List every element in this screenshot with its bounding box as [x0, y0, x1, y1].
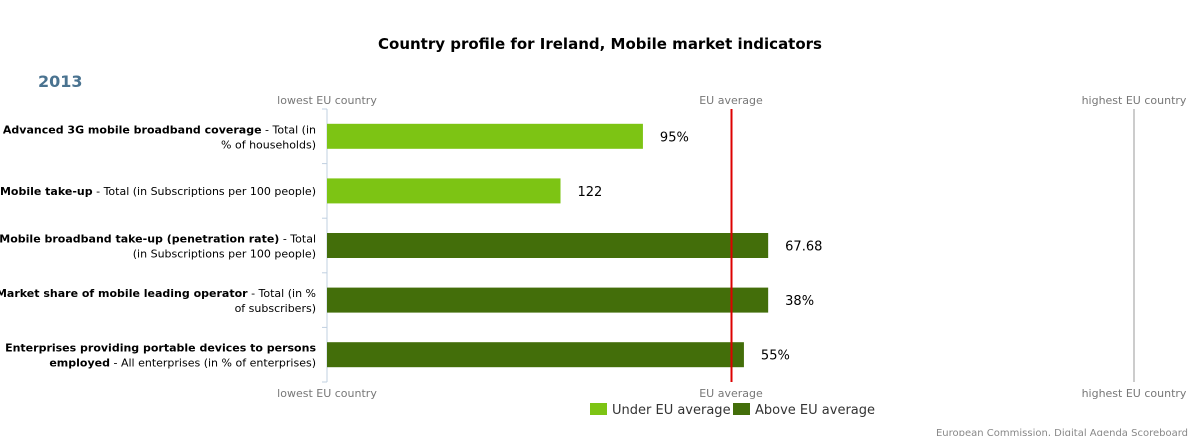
bar — [327, 123, 643, 149]
category-label: Enterprises providing portable devices t… — [5, 342, 316, 370]
bar — [327, 178, 561, 204]
legend-label-above: Above EU average — [755, 403, 875, 418]
legend-label-under: Under EU average — [612, 403, 731, 418]
value-label: 95% — [660, 130, 689, 145]
bottom-average-label: EU average — [699, 387, 763, 400]
category-label: Mobile take-up - Total (in Subscriptions… — [0, 185, 316, 198]
category-label: Mobile broadband take-up (penetration ra… — [0, 233, 316, 261]
legend-swatch-under — [590, 403, 607, 415]
top-highest-label: highest EU country — [1082, 94, 1187, 107]
value-label: 67.68 — [785, 240, 822, 255]
value-label: 55% — [761, 349, 790, 364]
value-label: 38% — [785, 294, 814, 309]
category-label: Market share of mobile leading operator … — [0, 287, 316, 315]
value-labels: 95% 122 67.68 38% 55% — [578, 130, 823, 363]
bar — [327, 342, 744, 368]
bottom-lowest-label: lowest EU country — [277, 387, 377, 400]
bar — [327, 233, 769, 258]
value-label: 122 — [578, 185, 603, 200]
chart-title: Country profile for Ireland, Mobile mark… — [378, 35, 822, 53]
top-lowest-label: lowest EU country — [277, 94, 377, 107]
legend: Under EU average Above EU average — [590, 403, 875, 418]
bottom-highest-label: highest EU country — [1082, 387, 1187, 400]
source-credit: European Commission, Digital Agenda Scor… — [936, 428, 1188, 436]
bars-layer — [327, 123, 769, 368]
bar — [327, 287, 769, 313]
year-label: 2013 — [38, 72, 83, 91]
category-label: Advanced 3G mobile broadband coverage - … — [3, 123, 316, 151]
legend-swatch-above — [733, 403, 750, 415]
category-labels: Advanced 3G mobile broadband coverage - … — [0, 123, 316, 369]
top-average-label: EU average — [699, 94, 763, 107]
